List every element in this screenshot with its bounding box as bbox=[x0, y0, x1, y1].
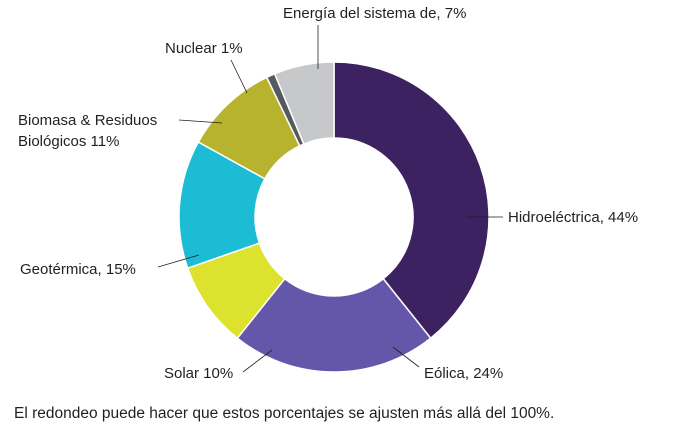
slice-6 bbox=[273, 61, 335, 145]
slice-0 bbox=[333, 61, 490, 340]
leader-lines bbox=[157, 25, 503, 373]
slice-label-3: Geotérmica, 15% bbox=[20, 261, 136, 278]
slice-label-6: Energía del sistema de, 7% bbox=[283, 5, 466, 22]
slice-label-5: Nuclear 1% bbox=[165, 40, 243, 57]
slice-label-4: Biomasa & Residuos Biológicos 11% bbox=[18, 112, 157, 150]
footnote: El redondeo puede hacer que estos porcen… bbox=[14, 405, 555, 422]
slice-labels: Hidroeléctrica, 44% Eólica, 24% Solar 10% G… bbox=[18, 5, 638, 382]
leader-line-5 bbox=[230, 59, 248, 94]
leader-line-4 bbox=[178, 119, 223, 124]
slice-label-1: Eólica, 24% bbox=[424, 365, 503, 382]
donut-slices bbox=[178, 61, 490, 373]
leader-line-2 bbox=[242, 349, 273, 373]
leader-line-1 bbox=[392, 346, 420, 368]
slice-label-0: Hidroeléctrica, 44% bbox=[508, 209, 638, 226]
slice-label-2: Solar 10% bbox=[164, 365, 233, 382]
donut-chart: Hidroeléctrica, 44% Eólica, 24% Solar 10% G… bbox=[18, 5, 638, 382]
leader-line-3 bbox=[157, 254, 200, 268]
slice-1 bbox=[236, 277, 432, 373]
